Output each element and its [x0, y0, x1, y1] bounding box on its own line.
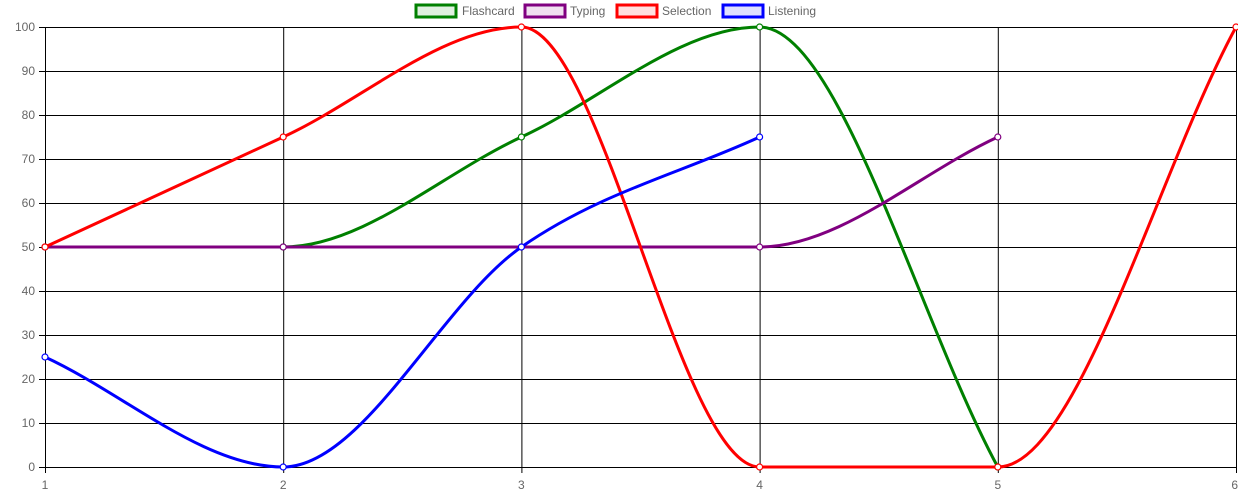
legend-label: Typing: [570, 4, 605, 18]
x-tick-label: 2: [280, 478, 287, 492]
y-tick-label: 30: [22, 328, 36, 342]
data-point-selection[interactable]: [755, 463, 764, 471]
axes: 0 10 20 30 40 50 60 70 80 90 100 1 2 3 4 5 6: [15, 20, 1238, 492]
x-tick-label: 3: [518, 478, 525, 492]
series-lines: [41, 23, 1238, 471]
legend-swatch: [615, 3, 659, 19]
data-point-listening[interactable]: [279, 463, 287, 471]
x-tick-label: 4: [756, 478, 763, 492]
legend-item-selection[interactable]: Selection: [615, 3, 711, 19]
x-tick-label: 6: [1231, 478, 1238, 492]
data-point-selection[interactable]: [279, 133, 287, 141]
legend-swatch: [414, 3, 458, 19]
y-tick-label: 50: [22, 240, 36, 254]
y-tick-label: 40: [22, 284, 36, 298]
data-point-selection[interactable]: [994, 463, 1002, 471]
data-point-selection[interactable]: [1232, 23, 1238, 31]
legend[interactable]: Flashcard Typing Selection Listening: [414, 3, 816, 19]
y-tick-label: 0: [28, 460, 35, 474]
legend-swatch: [523, 3, 567, 19]
legend-item-typing[interactable]: Typing: [523, 3, 605, 19]
series-line-listening[interactable]: [44, 135, 761, 469]
legend-item-flashcard[interactable]: Flashcard: [414, 3, 515, 19]
data-point-selection[interactable]: [517, 23, 526, 31]
y-tick-label: 60: [22, 196, 36, 210]
y-tick-label: 80: [22, 108, 36, 122]
x-tick-label: 1: [42, 478, 49, 492]
legend-label: Flashcard: [462, 4, 515, 18]
legend-label: Selection: [662, 4, 711, 18]
x-tick-label: 5: [994, 478, 1001, 492]
data-point-listening[interactable]: [755, 133, 764, 141]
data-point-typing[interactable]: [755, 243, 764, 251]
data-point-listening[interactable]: [41, 353, 49, 361]
data-point-typing[interactable]: [279, 243, 287, 251]
data-point-selection[interactable]: [41, 243, 49, 251]
y-tick-label: 20: [22, 372, 36, 386]
y-tick-label: 90: [22, 64, 36, 78]
legend-item-listening[interactable]: Listening: [721, 3, 816, 19]
data-point-listening[interactable]: [517, 243, 526, 251]
y-tick-label: 70: [22, 152, 36, 166]
data-point-flashcard[interactable]: [517, 133, 526, 141]
grid: [39, 27, 1237, 473]
y-tick-label: 100: [15, 20, 35, 34]
data-point-typing[interactable]: [994, 133, 1002, 141]
legend-label: Listening: [768, 4, 816, 18]
y-tick-label: 10: [22, 416, 36, 430]
legend-swatch: [721, 3, 765, 19]
data-point-flashcard[interactable]: [755, 23, 764, 31]
